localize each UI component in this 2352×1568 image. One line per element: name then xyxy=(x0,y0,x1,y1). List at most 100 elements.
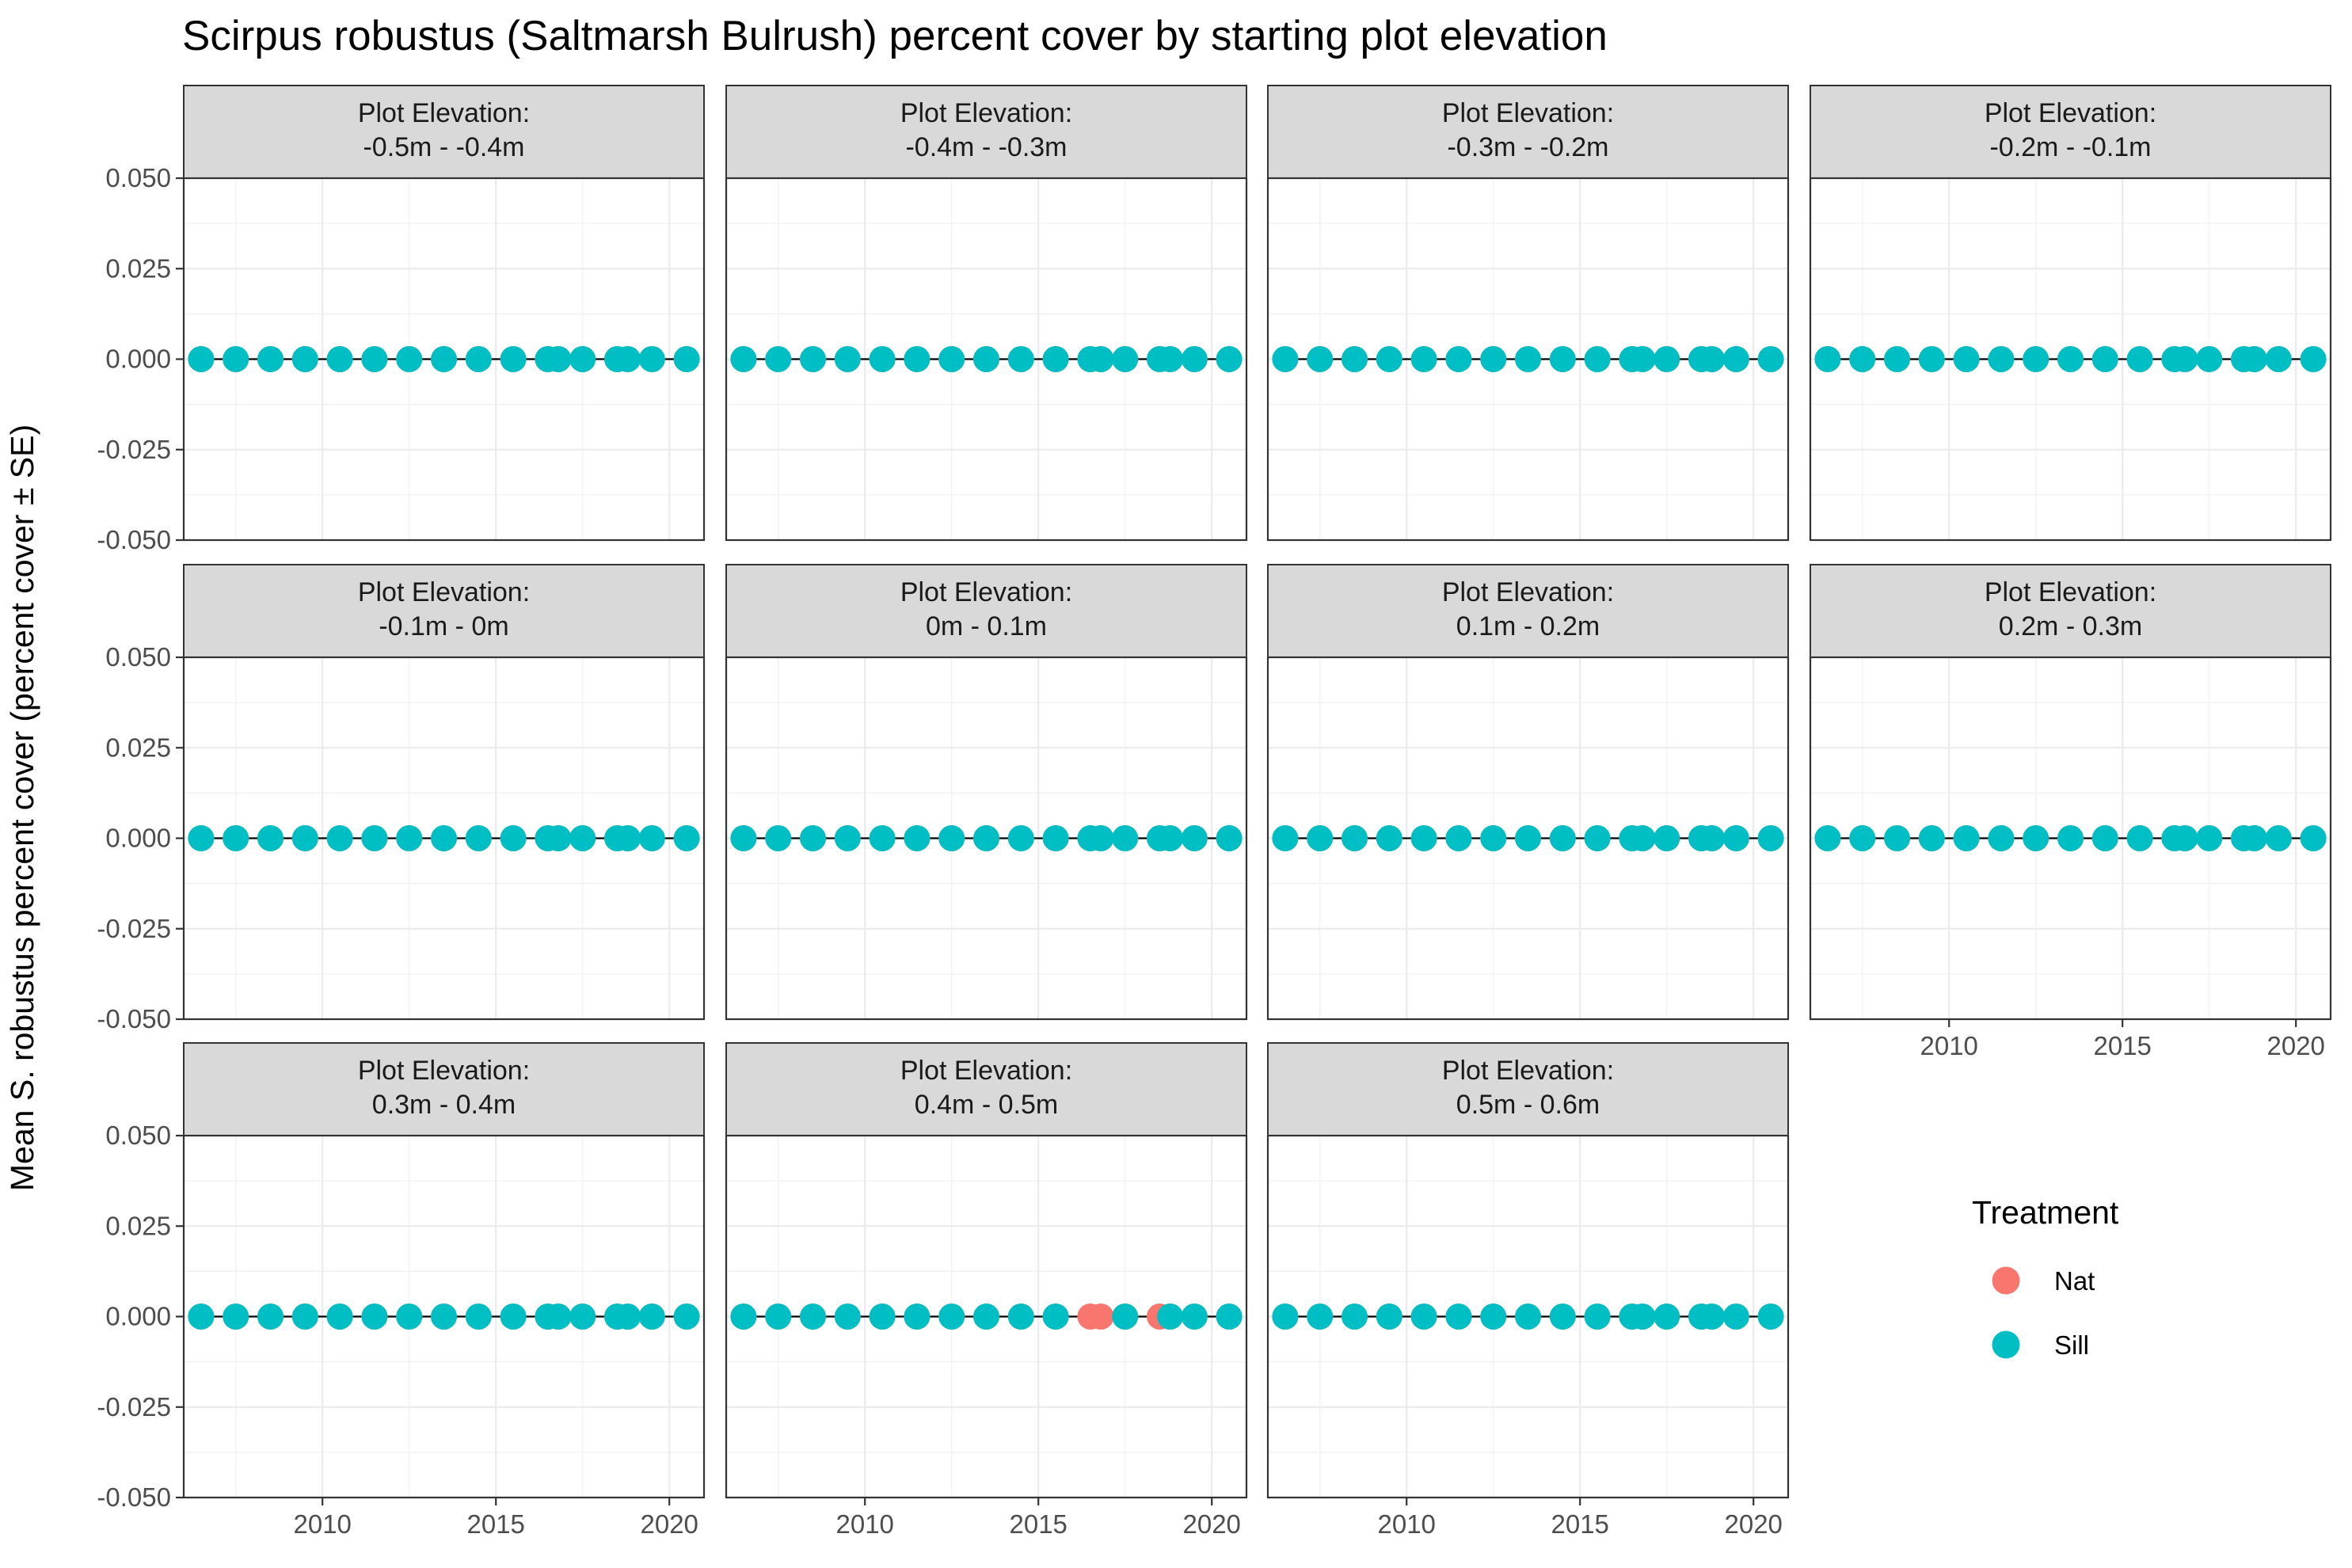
data-point xyxy=(730,1303,757,1330)
data-point xyxy=(1629,1303,1656,1330)
data-point xyxy=(1181,346,1208,372)
data-point xyxy=(1376,346,1402,372)
data-point xyxy=(800,1303,826,1330)
data-point xyxy=(1918,825,1945,851)
strip-label: -0.2m - -0.1m xyxy=(1989,132,2151,162)
y-tick-label: 0.050 xyxy=(105,163,171,192)
y-tick-label: -0.050 xyxy=(97,1482,171,1512)
y-axis-title: Mean S. robustus percent cover (percent … xyxy=(4,424,40,1191)
strip-label: 0.3m - 0.4m xyxy=(372,1090,516,1120)
data-point xyxy=(1629,346,1656,372)
data-point xyxy=(834,1303,861,1330)
data-point xyxy=(361,1303,388,1330)
data-point xyxy=(904,825,931,851)
data-point xyxy=(396,1303,423,1330)
data-point xyxy=(257,1303,284,1330)
data-point xyxy=(223,825,249,851)
data-point xyxy=(223,346,249,372)
data-point xyxy=(2265,825,2292,851)
data-point xyxy=(1654,1303,1680,1330)
x-tick-label: 2020 xyxy=(1724,1509,1782,1539)
data-point xyxy=(1757,1303,1784,1330)
data-point xyxy=(257,346,284,372)
data-point xyxy=(1445,1303,1472,1330)
y-tick-label: 0.000 xyxy=(105,344,171,374)
data-point xyxy=(1480,346,1507,372)
data-point xyxy=(1007,1303,1034,1330)
data-point xyxy=(1087,1303,1114,1330)
panel-border xyxy=(1266,177,1790,542)
data-point xyxy=(1216,346,1243,372)
data-point xyxy=(1112,1303,1139,1330)
data-point xyxy=(800,346,826,372)
data-point xyxy=(1181,825,1208,851)
data-point xyxy=(1722,1303,1749,1330)
y-tick-label: 0.025 xyxy=(105,1211,171,1240)
y-tick-label: -0.025 xyxy=(97,435,171,464)
data-point xyxy=(638,1303,665,1330)
strip-background xyxy=(1267,85,1789,179)
data-point xyxy=(1584,825,1611,851)
data-point xyxy=(1515,825,1541,851)
data-point xyxy=(188,346,215,372)
strip-background xyxy=(725,1042,1247,1136)
data-point xyxy=(361,825,388,851)
data-point xyxy=(2023,346,2049,372)
legend-label: Nat xyxy=(2054,1266,2095,1296)
data-point xyxy=(326,1303,353,1330)
data-point xyxy=(1884,825,1910,851)
data-point xyxy=(1342,346,1368,372)
data-point xyxy=(465,825,492,851)
legend-key xyxy=(1992,1330,2020,1359)
data-point xyxy=(1342,825,1368,851)
data-point xyxy=(2126,825,2153,851)
data-point xyxy=(257,825,284,851)
data-point xyxy=(1112,346,1139,372)
data-point xyxy=(1629,825,1656,851)
data-point xyxy=(1814,825,1841,851)
strip-label: 0.1m - 0.2m xyxy=(1456,611,1600,641)
data-point xyxy=(1007,825,1034,851)
legend-key xyxy=(1992,1266,2020,1295)
data-point xyxy=(1042,825,1069,851)
data-point xyxy=(1757,346,1784,372)
data-point xyxy=(291,825,318,851)
data-point xyxy=(1918,346,1945,372)
data-point xyxy=(1884,346,1910,372)
strip-label: Plot Elevation: xyxy=(358,98,530,128)
strip-background xyxy=(1267,564,1789,658)
data-point xyxy=(1112,825,1139,851)
data-point xyxy=(361,346,388,372)
panel: Plot Elevation: 0.3m - 0.4m 0.050 0.025 0.00… xyxy=(97,1042,706,1539)
strip-label: Plot Elevation: xyxy=(900,98,1072,128)
data-point xyxy=(1722,825,1749,851)
data-point xyxy=(904,346,931,372)
strip-label: 0.5m - 0.6m xyxy=(1456,1090,1600,1120)
strip-background xyxy=(725,564,1247,658)
data-point xyxy=(431,825,457,851)
data-point xyxy=(673,825,700,851)
legend-entries: Nat Sill xyxy=(1992,1266,2095,1360)
data-point xyxy=(1584,346,1611,372)
data-point xyxy=(1953,346,1980,372)
data-point xyxy=(1307,1303,1334,1330)
data-point xyxy=(2091,346,2118,372)
y-tick-label: 0.000 xyxy=(105,1302,171,1331)
data-point xyxy=(1376,825,1402,851)
legend-title: Treatment xyxy=(1972,1194,2119,1231)
data-point xyxy=(973,346,999,372)
data-point xyxy=(1042,346,1069,372)
data-point xyxy=(1216,825,1243,851)
panel: Plot Elevation: -0.5m - -0.4m 0.050 0.025 0.… xyxy=(97,85,706,554)
data-point xyxy=(500,1303,527,1330)
data-point xyxy=(2091,825,2118,851)
data-point xyxy=(638,346,665,372)
data-point xyxy=(1410,825,1437,851)
x-tick-label: 2010 xyxy=(293,1509,351,1539)
data-point xyxy=(730,825,757,851)
legend: Treatment Nat Sill xyxy=(1972,1194,2119,1360)
strip-background xyxy=(1810,564,2331,658)
strip-label: 0.4m - 0.5m xyxy=(915,1090,1058,1120)
y-tick-label: -0.050 xyxy=(97,1004,171,1033)
data-point xyxy=(431,346,457,372)
